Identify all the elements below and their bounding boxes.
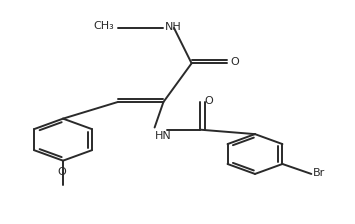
Text: O: O (57, 167, 66, 177)
Text: O: O (230, 57, 239, 67)
Text: CH₃: CH₃ (93, 21, 114, 31)
Text: O: O (204, 96, 213, 106)
Text: NH: NH (165, 22, 182, 32)
Text: Br: Br (313, 168, 325, 179)
Text: HN: HN (155, 131, 172, 141)
